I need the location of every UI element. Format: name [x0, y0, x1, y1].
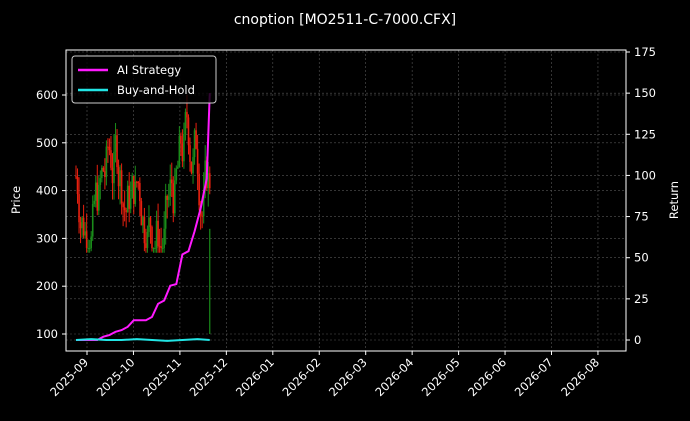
candlesticks — [75, 94, 211, 334]
y-axis-label: Price — [9, 186, 23, 214]
x-tick-label: 2025-09 — [47, 355, 91, 399]
x-tick-label: 2025-10 — [94, 355, 138, 399]
legend: AI Strategy Buy-and-Hold — [71, 55, 217, 104]
y-tick-label: 200 — [36, 279, 58, 293]
x-tick-label: 2025-12 — [187, 355, 231, 399]
y2-tick-label: 100 — [634, 168, 656, 182]
y2-tick-label: 175 — [634, 45, 656, 59]
x-tick-label: 2026-08 — [558, 355, 602, 399]
x-tick-label: 2025-11 — [140, 355, 184, 399]
return-lines — [75, 93, 211, 342]
x-tick-label: 2026-07 — [512, 355, 556, 399]
x-tick-label: 2026-05 — [419, 355, 463, 399]
x-tick-label: 2026-06 — [465, 355, 509, 399]
y-tick-label: 100 — [36, 327, 58, 341]
y2-tick-label: 0 — [634, 333, 641, 347]
y2-axis-label: Return — [667, 181, 681, 219]
y2-tick-label: 25 — [634, 292, 649, 306]
y-axis-left: 100 200 300 400 500 600 — [36, 88, 66, 341]
x-axis: 2025-09 2025-10 2025-11 2025-12 2026-01 2026-… — [47, 351, 602, 399]
chart-title: cnoption [MO2511-C-7000.CFX] — [234, 12, 456, 28]
ai-strategy-line — [76, 93, 211, 341]
x-tick-label: 2026-01 — [233, 355, 277, 399]
y2-tick-label: 125 — [634, 127, 656, 141]
buy-and-hold-line — [75, 338, 210, 342]
y-axis-right: 0 25 50 75 100 125 150 175 — [626, 45, 656, 347]
x-tick-label: 2026-02 — [279, 355, 323, 399]
y2-tick-label: 75 — [634, 210, 649, 224]
y2-tick-label: 150 — [634, 86, 656, 100]
y-tick-label: 600 — [36, 88, 58, 102]
y-tick-label: 400 — [36, 184, 58, 198]
legend-bh-label: Buy-and-Hold — [117, 83, 195, 97]
x-tick-label: 2026-03 — [326, 355, 370, 399]
legend-ai-label: AI Strategy — [117, 63, 181, 77]
y2-tick-label: 50 — [634, 251, 649, 265]
x-tick-label: 2026-04 — [372, 355, 416, 399]
plot-frame — [65, 49, 627, 352]
y-tick-label: 500 — [36, 136, 58, 150]
y-tick-label: 300 — [36, 231, 58, 245]
